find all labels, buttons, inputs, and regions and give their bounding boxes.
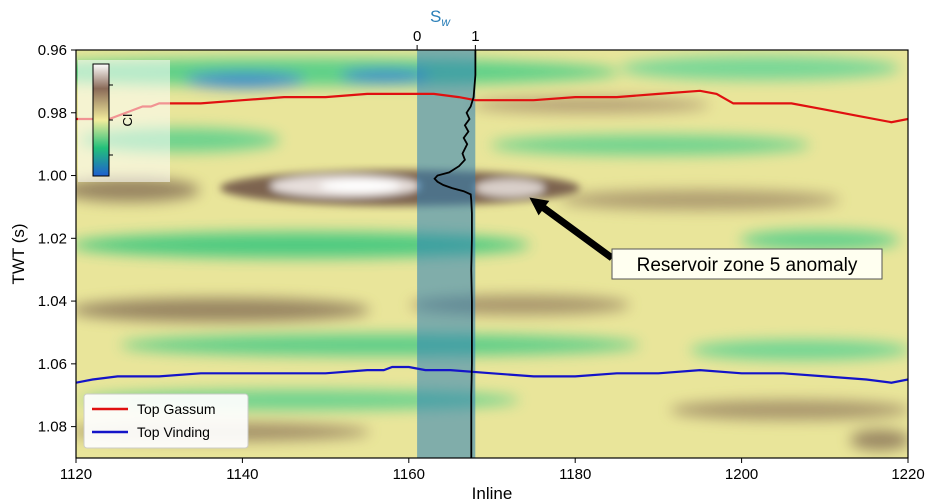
heatmap-brown-band-4 — [76, 298, 370, 322]
x-tick-label: 1180 — [559, 466, 591, 483]
heatmap-brown-band-2 — [76, 178, 200, 202]
heatmap-brown-band-8 — [850, 430, 908, 450]
x-axis-ticks: 1120 1140 1160 1180 1200 1220 — [60, 458, 925, 483]
colorbar-inset: CI — [78, 60, 170, 182]
heatmap-green-band-7 — [120, 334, 640, 356]
heatmap-blue-blob-2 — [340, 69, 430, 83]
colorbar — [92, 63, 110, 177]
x-tick-label: 1220 — [891, 466, 924, 483]
y-tick-label: 0.98 — [38, 105, 67, 122]
x-tick-label: 1200 — [725, 466, 758, 483]
heatmap-green-band-8 — [690, 340, 908, 360]
anomaly-core-right — [475, 179, 545, 197]
sw-axis-title: Sw — [430, 7, 451, 29]
y-tick-label: 1.02 — [38, 230, 67, 247]
y-tick-label: 1.06 — [38, 356, 67, 373]
sw-axis-title-sub: w — [441, 15, 451, 29]
annotation-text: Reservoir zone 5 anomaly — [637, 255, 858, 276]
legend-box — [83, 393, 249, 449]
x-tick-label: 1120 — [60, 466, 92, 483]
y-axis-label: TWT (s) — [9, 223, 28, 284]
anomaly-highlight — [320, 180, 400, 192]
sw-tick-label: 0 — [413, 28, 421, 45]
y-tick-label: 1.04 — [38, 293, 67, 310]
x-tick-label: 1160 — [393, 466, 425, 483]
heatmap-green-band-5 — [76, 232, 530, 258]
legend-label-top-gassum: Top Gassum — [137, 401, 216, 417]
heatmap-brown-band-7 — [670, 400, 908, 420]
heatmap-green-band-2 — [620, 56, 900, 80]
heatmap-green-band-6 — [740, 230, 900, 250]
heatmap-blue-blob-1 — [185, 72, 305, 88]
heatmap-green-band-4 — [490, 135, 810, 155]
heatmap-anomaly — [220, 170, 580, 206]
y-tick-label: 1.08 — [38, 419, 67, 436]
y-tick-label: 0.96 — [38, 42, 67, 59]
sw-tick-label: 1 — [471, 28, 479, 45]
annotation-arrow — [529, 197, 615, 261]
legend: Top Gassum Top Vinding — [83, 393, 249, 449]
annotation-box — [611, 248, 883, 280]
x-tick-label: 1140 — [226, 466, 258, 483]
y-tick-label: 1.00 — [38, 168, 67, 185]
annotation: Reservoir zone 5 anomaly — [529, 197, 883, 280]
plot-frame — [75, 49, 909, 459]
x-axis-label: Inline — [472, 484, 513, 503]
legend-label-top-vinding: Top Vinding — [137, 424, 210, 440]
colorbar-label: CI — [120, 114, 135, 127]
heatmap-brown-band-3 — [560, 190, 840, 210]
sw-log-line — [433, 50, 477, 458]
sw-axis-title-base: S — [430, 7, 441, 26]
series-line-top-vinding — [76, 365, 908, 384]
y-axis-ticks: 0.96 0.98 1.00 1.02 1.04 1.06 1.08 — [38, 42, 76, 436]
sw-band — [417, 50, 476, 458]
